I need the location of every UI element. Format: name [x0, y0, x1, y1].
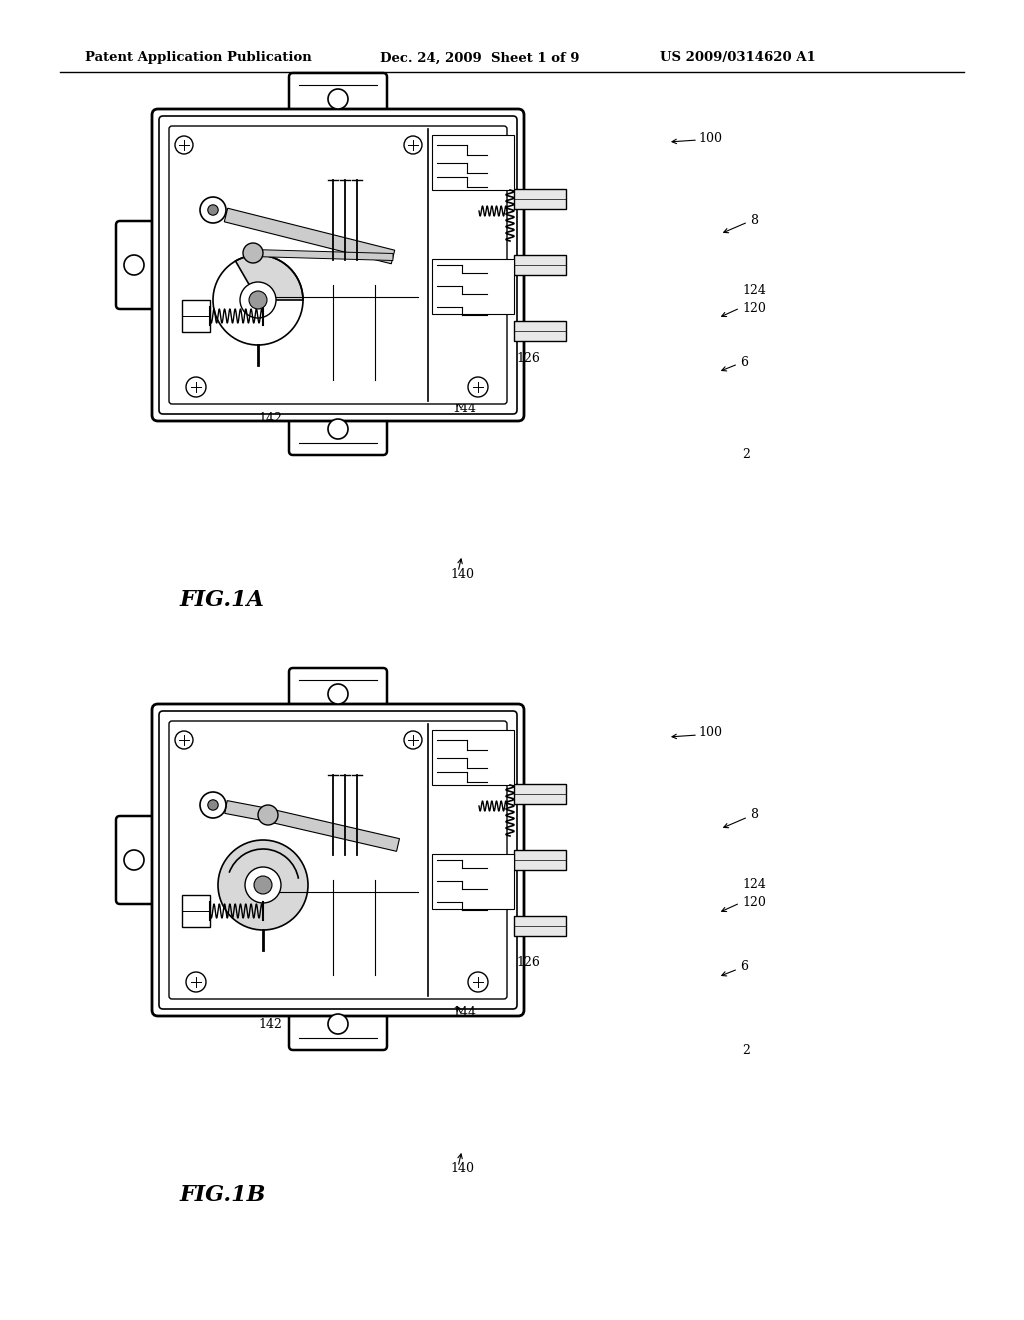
Text: 121: 121: [248, 919, 272, 932]
Circle shape: [208, 205, 218, 215]
FancyBboxPatch shape: [116, 816, 166, 904]
Text: FIG.1B: FIG.1B: [180, 1184, 266, 1206]
Circle shape: [124, 255, 144, 275]
FancyBboxPatch shape: [159, 116, 517, 414]
Wedge shape: [236, 255, 303, 300]
Text: 102: 102: [338, 354, 361, 367]
Text: 8: 8: [750, 808, 758, 821]
Text: 121': 121': [284, 236, 311, 249]
Bar: [514, 321, 566, 341]
Text: US 2009/0314620 A1: US 2009/0314620 A1: [660, 51, 816, 65]
Text: 122: 122: [468, 178, 492, 191]
Bar: [182, 300, 210, 333]
Text: 4: 4: [280, 737, 288, 750]
Circle shape: [243, 243, 263, 263]
Text: 122: 122: [468, 774, 492, 787]
Text: 4: 4: [280, 141, 288, 154]
Text: 6: 6: [740, 961, 748, 974]
Circle shape: [328, 418, 348, 440]
Circle shape: [258, 805, 278, 825]
Bar: [514, 189, 566, 209]
Bar: [182, 895, 210, 927]
Text: 142: 142: [258, 412, 282, 425]
Circle shape: [254, 876, 272, 894]
FancyBboxPatch shape: [159, 711, 517, 1008]
Bar: [514, 255, 566, 275]
FancyBboxPatch shape: [152, 704, 524, 1016]
Text: 144: 144: [452, 401, 476, 414]
Polygon shape: [225, 801, 269, 821]
Bar: [432, 135, 514, 190]
Circle shape: [468, 378, 488, 397]
Text: 120: 120: [742, 301, 766, 314]
Text: 6: 6: [740, 355, 748, 368]
Text: 123: 123: [318, 826, 342, 840]
Text: 142: 142: [258, 1019, 282, 1031]
Text: 140: 140: [450, 1163, 474, 1176]
Circle shape: [124, 850, 144, 870]
Circle shape: [404, 136, 422, 154]
Text: 124: 124: [742, 284, 766, 297]
Text: 2: 2: [742, 1044, 750, 1056]
Circle shape: [240, 282, 276, 318]
Bar: [514, 784, 566, 804]
Circle shape: [200, 197, 226, 223]
Polygon shape: [266, 809, 399, 851]
Text: 124: 124: [742, 879, 766, 891]
Text: 120: 120: [742, 896, 766, 909]
Text: 126: 126: [516, 351, 540, 364]
Circle shape: [404, 731, 422, 748]
Circle shape: [186, 378, 206, 397]
Circle shape: [208, 800, 218, 810]
Text: 126: 126: [516, 957, 540, 969]
Bar: [263, 880, 418, 975]
Circle shape: [468, 972, 488, 993]
Bar: [432, 259, 514, 314]
Text: Patent Application Publication: Patent Application Publication: [85, 51, 311, 65]
FancyBboxPatch shape: [169, 721, 507, 999]
Polygon shape: [253, 249, 393, 260]
Bar: [263, 285, 418, 380]
Circle shape: [328, 684, 348, 704]
FancyBboxPatch shape: [289, 668, 387, 715]
FancyBboxPatch shape: [116, 220, 166, 309]
Text: 123: 123: [258, 305, 282, 318]
Text: Dec. 24, 2009  Sheet 1 of 9: Dec. 24, 2009 Sheet 1 of 9: [380, 51, 580, 65]
Circle shape: [175, 136, 193, 154]
Text: 121: 121: [327, 242, 351, 255]
FancyBboxPatch shape: [152, 110, 524, 421]
Text: 100: 100: [698, 132, 722, 144]
Circle shape: [328, 1014, 348, 1034]
Circle shape: [249, 290, 267, 309]
Text: 121": 121": [373, 236, 402, 249]
FancyBboxPatch shape: [289, 1002, 387, 1049]
FancyBboxPatch shape: [169, 125, 507, 404]
Circle shape: [218, 840, 308, 931]
Text: 121': 121': [270, 824, 297, 837]
Text: 140: 140: [450, 568, 474, 581]
Polygon shape: [224, 209, 394, 264]
Text: 8: 8: [750, 214, 758, 227]
Text: 144: 144: [452, 1006, 476, 1019]
Text: 2: 2: [742, 449, 750, 462]
Circle shape: [186, 972, 206, 993]
FancyBboxPatch shape: [289, 73, 387, 121]
Bar: [432, 854, 514, 909]
Bar: [514, 850, 566, 870]
Circle shape: [200, 792, 226, 818]
Circle shape: [328, 88, 348, 110]
Text: 100: 100: [698, 726, 722, 739]
Text: FIG.1A: FIG.1A: [180, 589, 265, 611]
Circle shape: [175, 731, 193, 748]
FancyBboxPatch shape: [289, 407, 387, 455]
Text: 102: 102: [338, 964, 361, 977]
Bar: [514, 916, 566, 936]
Text: 121": 121": [373, 824, 402, 837]
Circle shape: [245, 867, 281, 903]
Bar: [432, 730, 514, 785]
